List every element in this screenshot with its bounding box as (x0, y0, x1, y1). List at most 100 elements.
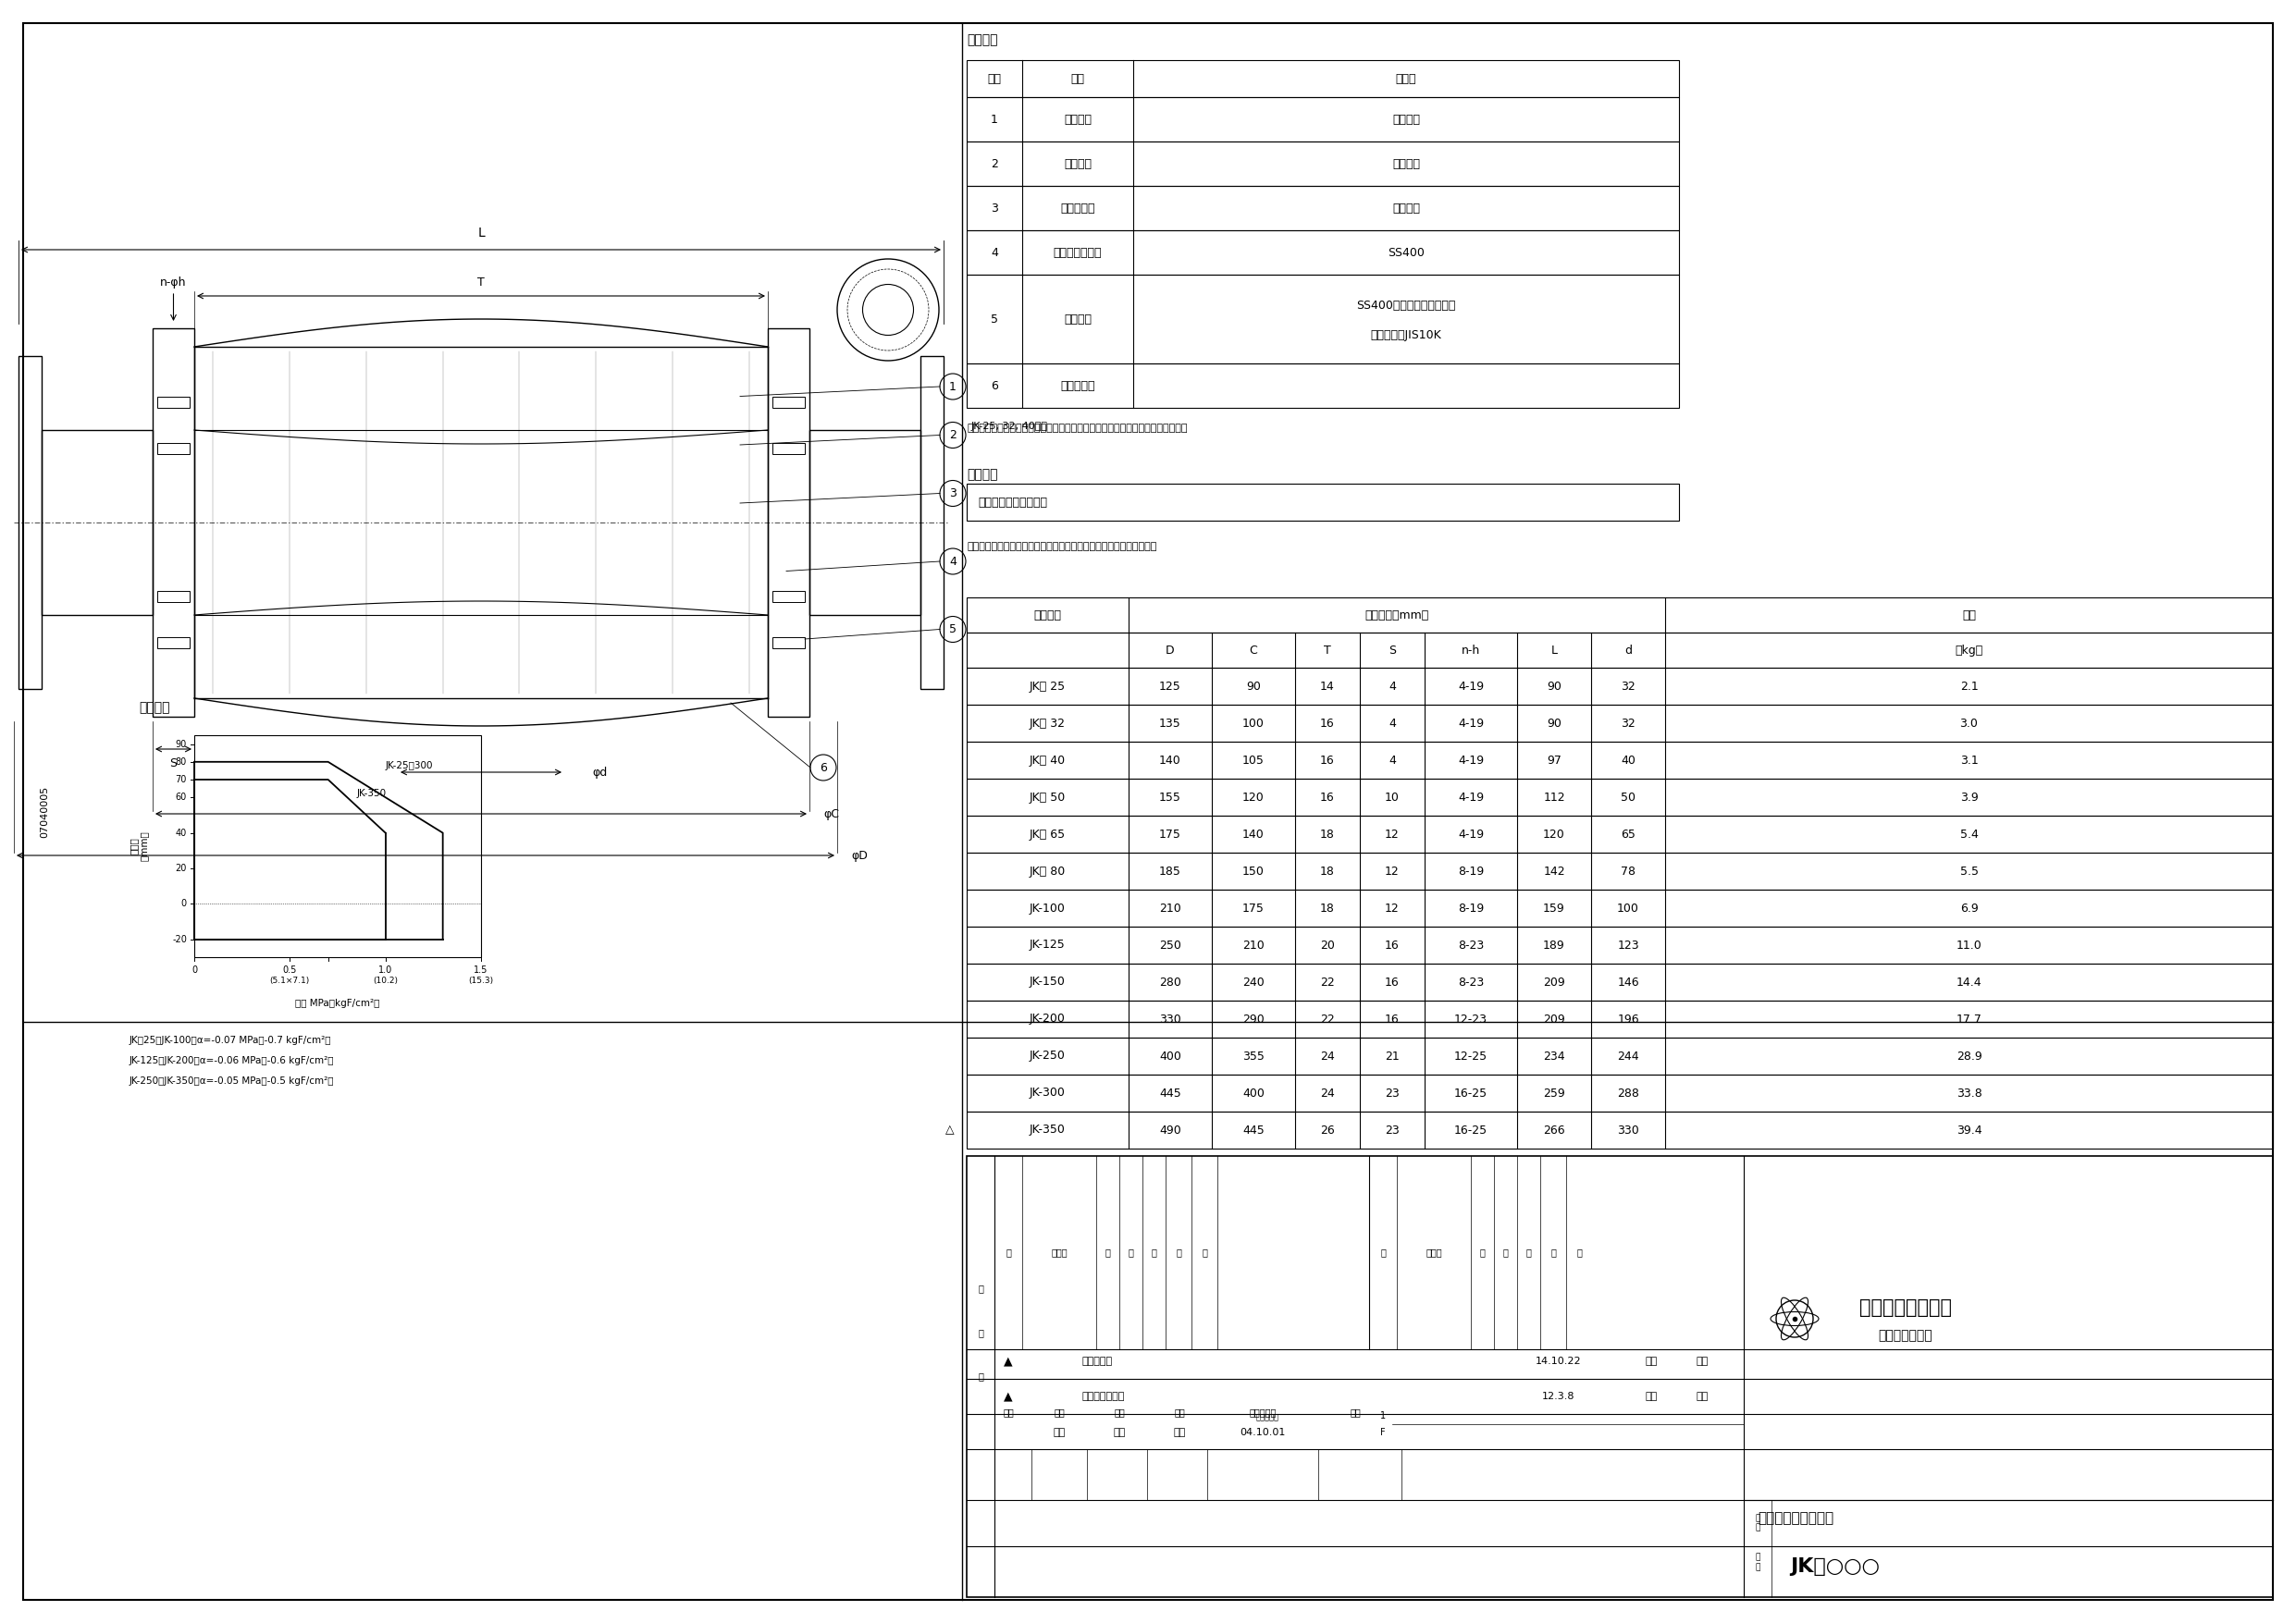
Text: 2.1: 2.1 (1961, 680, 1979, 691)
Bar (156, 443, 191, 454)
Text: 24: 24 (1320, 1050, 1334, 1061)
Text: 32: 32 (1621, 717, 1635, 729)
Text: S: S (1389, 644, 1396, 656)
Text: 5.5: 5.5 (1961, 865, 1979, 876)
Text: d: d (1623, 644, 1632, 656)
Text: 12-25: 12-25 (1453, 1050, 1488, 1061)
Text: 1.0: 1.0 (379, 966, 393, 975)
Text: 4: 4 (948, 555, 957, 568)
Text: 伊藤: 伊藤 (1646, 1393, 1658, 1401)
Text: 12.3.8: 12.3.8 (1543, 1393, 1575, 1401)
Text: △: △ (946, 1125, 955, 1136)
Text: 備: 備 (1176, 1248, 1180, 1258)
Text: 産業機器事極部: 産業機器事極部 (1878, 1329, 1933, 1342)
Text: 14.4: 14.4 (1956, 975, 1981, 988)
Text: C: C (1249, 644, 1258, 656)
Text: 8-19: 8-19 (1458, 902, 1483, 914)
Text: 承認: 承認 (1054, 1407, 1065, 1417)
Text: JK-125: JK-125 (1029, 940, 1065, 951)
Bar (967, 964, 2273, 1001)
Text: 18: 18 (1320, 902, 1334, 914)
Bar (967, 597, 2273, 633)
Bar (921, 355, 944, 690)
Text: 40: 40 (174, 828, 186, 837)
Bar (967, 364, 1678, 407)
Text: 290: 290 (1242, 1013, 1265, 1026)
Text: φd: φd (592, 766, 606, 777)
Text: 24: 24 (1320, 1087, 1334, 1099)
Text: 240: 240 (1242, 975, 1265, 988)
Text: 作成: 作成 (1173, 1407, 1185, 1417)
Text: 合成ゴム: 合成ゴム (1391, 114, 1419, 125)
Text: F: F (1380, 1428, 1384, 1438)
Text: 18: 18 (1320, 828, 1334, 841)
Text: JK-250: JK-250 (1029, 1050, 1065, 1061)
Text: 考: 考 (1577, 1248, 1582, 1258)
Text: 07040005: 07040005 (39, 786, 48, 837)
Bar (767, 328, 810, 717)
Text: ソリッドリング: ソリッドリング (1054, 247, 1102, 258)
Text: 5: 5 (992, 313, 999, 325)
Text: φD: φD (852, 849, 868, 862)
Text: JK－ 25: JK－ 25 (1029, 680, 1065, 691)
Bar (967, 633, 2273, 667)
Text: 400: 400 (1242, 1087, 1265, 1099)
Text: 123: 123 (1616, 940, 1639, 951)
Text: T: T (478, 276, 484, 287)
Text: ・国土交通省「公共建築工事標準仕様書（機械設備工事編）」の防振継手に適合: ・国土交通省「公共建築工事標準仕様書（機械設備工事編）」の防振継手に適合 (967, 424, 1187, 433)
Text: 11.0: 11.0 (1956, 940, 1981, 951)
Bar (156, 396, 191, 407)
Text: 製品構成: 製品構成 (967, 34, 999, 45)
Text: フランジ: フランジ (1063, 313, 1091, 325)
Text: 0.5: 0.5 (282, 966, 296, 975)
Bar (771, 443, 806, 454)
Text: 変位量
（mm）: 変位量 （mm） (129, 831, 149, 862)
Text: 2: 2 (948, 428, 957, 441)
Text: 4: 4 (1389, 755, 1396, 766)
Text: 使用流体: 使用流体 (967, 467, 999, 480)
Text: 適合寸法：JIS10K: 適合寸法：JIS10K (1371, 329, 1442, 341)
Text: 古角: 古角 (1173, 1428, 1185, 1438)
Text: (10.2): (10.2) (372, 977, 397, 985)
Text: 33.8: 33.8 (1956, 1087, 1981, 1099)
Text: 外面ゴム: 外面ゴム (1063, 157, 1091, 170)
Text: 図
名: 図 名 (1754, 1514, 1761, 1532)
Text: 材　質: 材 質 (1396, 73, 1417, 84)
Text: 140: 140 (1242, 828, 1265, 841)
Bar (967, 742, 2273, 779)
Text: 材: 材 (1127, 1248, 1134, 1258)
Text: 質量: 質量 (1963, 609, 1977, 622)
Text: 112: 112 (1543, 790, 1566, 803)
Text: 数: 数 (1104, 1248, 1111, 1258)
Text: 作成年月日: 作成年月日 (1249, 1407, 1277, 1417)
Bar (967, 704, 2273, 742)
Text: (5.1×7.1): (5.1×7.1) (271, 977, 310, 985)
Text: 78: 78 (1621, 865, 1635, 876)
Text: 04.10.01: 04.10.01 (1240, 1428, 1286, 1438)
Bar (967, 274, 1678, 364)
Text: SS400（電気亜鱛めっき）: SS400（電気亜鱛めっき） (1357, 300, 1456, 312)
Text: 159: 159 (1543, 902, 1566, 914)
Bar (41, 430, 152, 615)
Text: 6: 6 (820, 761, 827, 774)
Text: 400: 400 (1159, 1050, 1180, 1061)
Bar (967, 1074, 2273, 1112)
Text: 質: 質 (1150, 1248, 1157, 1258)
Text: 16-25: 16-25 (1453, 1087, 1488, 1099)
Text: (15.3): (15.3) (468, 977, 494, 985)
Text: 4-19: 4-19 (1458, 790, 1483, 803)
Text: D: D (1166, 644, 1176, 656)
Text: 製品品番: 製品品番 (1033, 609, 1061, 622)
Text: 28.9: 28.9 (1956, 1050, 1981, 1061)
Text: 32: 32 (1621, 680, 1635, 691)
Bar (18, 355, 41, 690)
Text: 266: 266 (1543, 1125, 1566, 1136)
Text: 品番の追加: 品番の追加 (1081, 1357, 1114, 1367)
Text: 圧力 MPa（kgF/cm²）: 圧力 MPa（kgF/cm²） (296, 998, 379, 1008)
Text: 3: 3 (992, 203, 999, 214)
Text: 山本: 山本 (1646, 1357, 1658, 1367)
Text: 名称: 名称 (1070, 73, 1084, 84)
Text: JK－25～JK-100：α=-0.07 MPa（-0.7 kgF/cm²）: JK－25～JK-100：α=-0.07 MPa（-0.7 kgF/cm²） (129, 1035, 331, 1045)
Text: 8-23: 8-23 (1458, 975, 1483, 988)
Text: ▲: ▲ (1003, 1391, 1013, 1402)
